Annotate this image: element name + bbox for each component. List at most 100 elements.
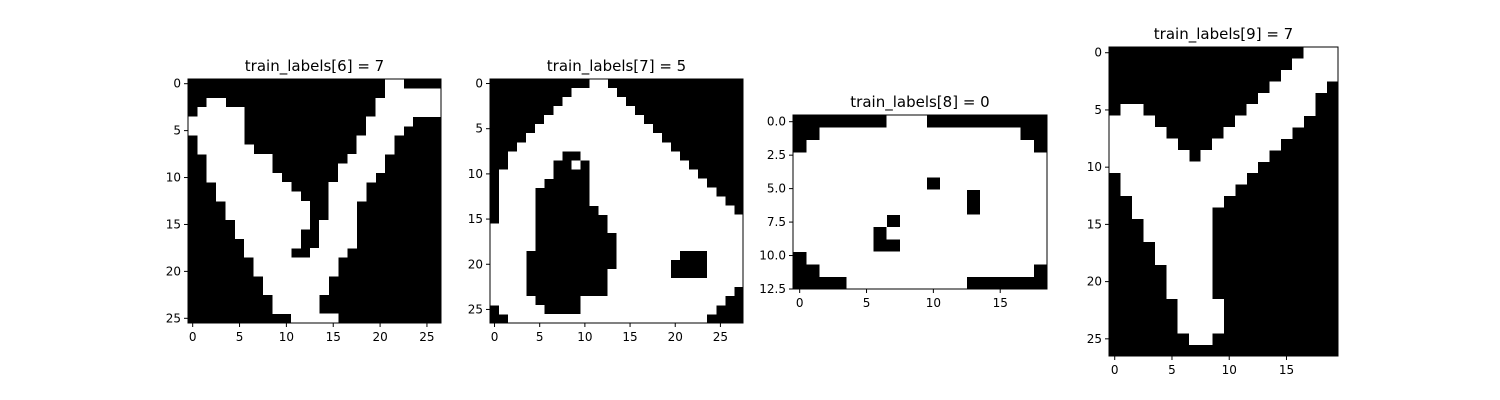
pixel-cell xyxy=(643,295,653,306)
pixel-cell xyxy=(490,295,500,306)
pixel-cell xyxy=(1020,239,1034,253)
pixel-cell xyxy=(206,163,217,174)
pixel-cell xyxy=(384,125,395,136)
pixel-cell xyxy=(1326,47,1339,59)
pixel-cell xyxy=(1303,47,1316,59)
pixel-cell xyxy=(1033,214,1048,228)
y-tick-label: 15 xyxy=(166,217,181,231)
pixel-cell xyxy=(272,210,283,221)
pixel-cell xyxy=(913,127,928,141)
pixel-cell xyxy=(1315,81,1327,94)
pixel-cell xyxy=(634,124,644,134)
pixel-cell xyxy=(899,115,914,128)
pixel-cell xyxy=(733,268,744,279)
pixel-cell xyxy=(733,277,744,288)
pixel-cell xyxy=(616,313,626,324)
pixel-cell xyxy=(634,259,644,270)
pixel-cell xyxy=(859,239,874,253)
pixel-cell xyxy=(508,286,518,297)
pixel-cell xyxy=(846,239,861,253)
pixel-cell xyxy=(661,295,672,306)
pixel-cell xyxy=(1189,230,1201,242)
pixel-cell xyxy=(643,223,653,233)
pixel-cell xyxy=(980,189,994,203)
pixel-cell xyxy=(679,232,690,243)
pixel-cell xyxy=(697,232,708,243)
pixel-cell xyxy=(366,154,376,164)
pixel-cell xyxy=(216,125,226,136)
pixel-cell xyxy=(244,210,254,221)
pixel-cell xyxy=(1177,275,1190,288)
pixel-cell xyxy=(652,187,663,197)
pixel-cell xyxy=(643,169,653,179)
pixel-cell xyxy=(328,257,339,268)
pixel-cell xyxy=(1033,239,1048,253)
pixel-cell xyxy=(940,164,954,178)
pixel-cell xyxy=(1212,321,1224,334)
pixel-cell xyxy=(1200,333,1213,345)
pixel-cell xyxy=(571,97,581,107)
pixel-cell xyxy=(688,295,699,306)
pixel-cell xyxy=(1006,189,1021,203)
pixel-cell xyxy=(715,205,726,215)
pixel-cell xyxy=(188,116,198,127)
pixel-cell xyxy=(643,142,653,152)
pixel-cell xyxy=(926,164,941,178)
pixel-cell xyxy=(1154,161,1167,174)
pixel-cell xyxy=(616,277,626,288)
pixel-cell xyxy=(589,124,599,134)
pixel-cell xyxy=(262,238,273,249)
pixel-cell xyxy=(1177,264,1190,277)
pixel-cell xyxy=(188,125,198,136)
pixel-cell xyxy=(697,187,708,197)
pixel-cell xyxy=(571,115,581,125)
y-tick-label: 5 xyxy=(475,122,483,136)
pixel-cell xyxy=(715,259,726,270)
pixel-cell xyxy=(661,304,672,315)
pixel-cell xyxy=(216,172,226,183)
pixel-cell xyxy=(715,277,726,288)
pixel-cell xyxy=(688,223,699,233)
pixel-cell xyxy=(598,106,608,116)
pixel-cell xyxy=(589,196,599,206)
pixel-cell xyxy=(616,160,626,170)
pixel-cell xyxy=(225,154,236,164)
pixel-cell xyxy=(598,178,608,188)
pixel-cell xyxy=(598,313,608,324)
pixel-cell xyxy=(661,214,672,224)
pixel-cell xyxy=(679,304,690,315)
pixel-cell xyxy=(1269,115,1282,128)
pixel-cell xyxy=(953,202,968,215)
pixel-cell xyxy=(625,286,635,297)
pixel-cell xyxy=(253,163,264,174)
y-tick-label: 10 xyxy=(166,171,181,185)
pixel-cell xyxy=(634,241,644,252)
pixel-cell xyxy=(993,127,1008,141)
pixel-cell xyxy=(679,313,690,324)
pixel-cell xyxy=(1166,138,1179,151)
y-tick-label: 20 xyxy=(166,264,181,278)
pixel-cell xyxy=(1189,321,1201,334)
pixel-cell xyxy=(347,182,358,192)
pixel-cell xyxy=(625,205,635,215)
pixel-cell xyxy=(1020,164,1034,178)
pixel-cell xyxy=(234,116,245,127)
pixel-cell xyxy=(1326,69,1339,82)
pixel-cell xyxy=(1154,184,1167,197)
pixel-cell xyxy=(1212,184,1224,197)
pixel-cell xyxy=(253,182,264,192)
pixel-cell xyxy=(913,115,928,128)
pixel-cell xyxy=(291,276,301,286)
pixel-cell xyxy=(1177,172,1190,185)
pixel-cell xyxy=(281,191,292,202)
pixel-cell xyxy=(966,239,981,253)
pixel-cell xyxy=(688,313,699,324)
pixel-cell xyxy=(733,259,744,270)
pixel-cell xyxy=(508,205,518,215)
pixel-cell xyxy=(544,169,554,179)
pixel-cell xyxy=(1223,172,1236,185)
pixel-cell xyxy=(403,116,414,127)
pixel-cell xyxy=(206,144,217,155)
pixel-cell xyxy=(490,268,500,279)
pixel-cell xyxy=(499,205,509,215)
